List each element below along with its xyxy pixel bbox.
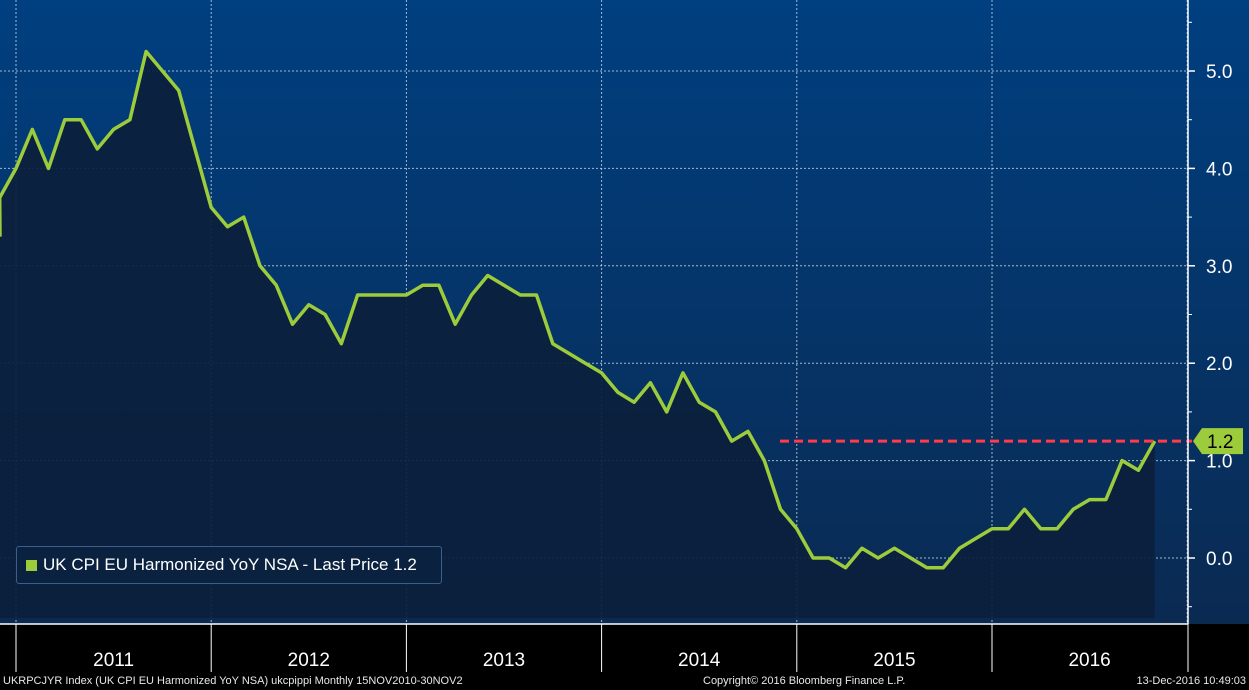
y-tick-label: 2.0 bbox=[1206, 354, 1232, 375]
area-layer bbox=[0, 51, 1155, 618]
y-tick-label: 4.0 bbox=[1206, 159, 1232, 180]
x-axis-band bbox=[0, 624, 1249, 672]
y-tick-label: 0.0 bbox=[1206, 549, 1232, 570]
footer-index-info: UKRPCJYR Index (UK CPI EU Harmonized YoY… bbox=[3, 675, 463, 687]
series-line bbox=[0, 49, 1157, 570]
legend-swatch bbox=[26, 560, 37, 571]
series-area bbox=[0, 51, 1155, 618]
y-tick-label: 1.0 bbox=[1206, 452, 1232, 473]
footer-timestamp: 13-Dec-2016 10:49:03 bbox=[1136, 675, 1246, 687]
footer-bar: UKRPCJYR Index (UK CPI EU Harmonized YoY… bbox=[0, 672, 1249, 690]
x-tick-label: 2014 bbox=[678, 650, 721, 671]
x-tick-label: 2011 bbox=[93, 650, 134, 671]
x-tick-label: 2016 bbox=[1068, 650, 1110, 671]
x-tick-label: 2012 bbox=[288, 650, 330, 671]
chart-svg: 0.0 1.0 2.0 3.0 4.0 5.0 1.2 2011 2012 2013 2014 201… bbox=[0, 0, 1249, 672]
y-tick-label: 3.0 bbox=[1206, 257, 1232, 278]
last-price-tag bbox=[1193, 428, 1243, 455]
legend-label: UK CPI EU Harmonized YoY NSA - Last Pric… bbox=[43, 555, 417, 574]
line-layer bbox=[0, 49, 1192, 570]
x-tick-label: 2015 bbox=[873, 650, 915, 671]
axis-layer: 0.0 1.0 2.0 3.0 4.0 5.0 1.2 2011 2012 2013 2014 201… bbox=[0, 0, 1243, 672]
y-tick-label: 5.0 bbox=[1206, 62, 1232, 83]
last-price-tag-label: 1.2 bbox=[1207, 432, 1233, 453]
legend: UK CPI EU Harmonized YoY NSA - Last Pric… bbox=[16, 546, 442, 584]
x-tick-label: 2013 bbox=[483, 650, 525, 671]
footer-copyright: Copyright© 2016 Bloomberg Finance L.P. bbox=[703, 675, 906, 687]
